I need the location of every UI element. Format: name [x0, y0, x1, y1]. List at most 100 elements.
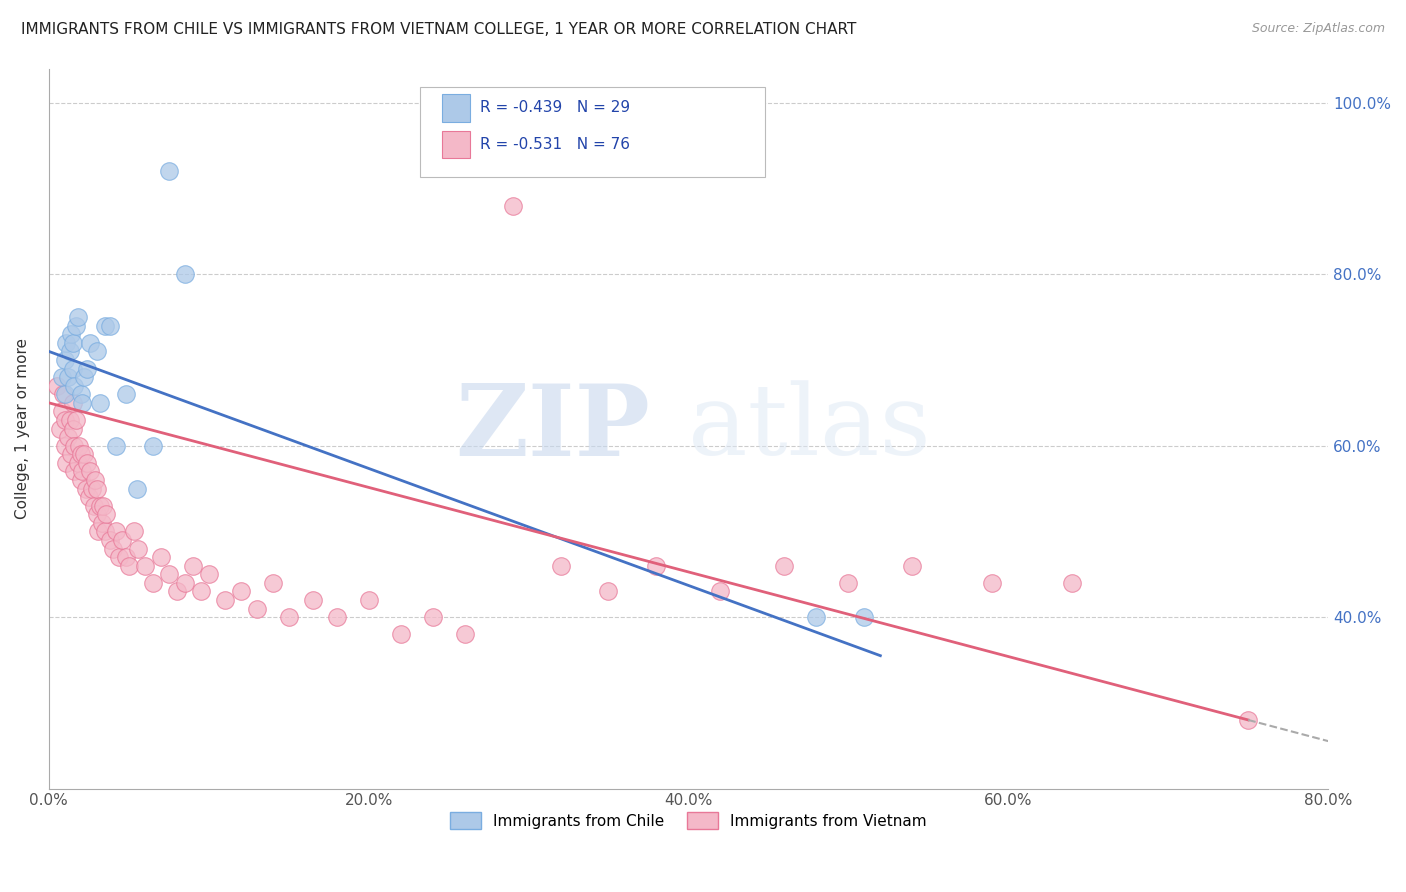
- Point: [52, 387, 75, 401]
- Point: [853, 610, 876, 624]
- Point: [837, 575, 859, 590]
- Point: [173, 575, 195, 590]
- Point: [901, 558, 924, 573]
- Point: [53, 353, 76, 368]
- Point: [114, 387, 136, 401]
- Point: [53, 387, 76, 401]
- Point: [53, 439, 76, 453]
- Point: [502, 199, 524, 213]
- Point: [69, 447, 91, 461]
- Point: [262, 575, 284, 590]
- Point: [122, 524, 145, 539]
- Point: [58, 344, 80, 359]
- Point: [86, 344, 108, 359]
- Point: [101, 541, 124, 556]
- Point: [72, 464, 94, 478]
- Legend: Immigrants from Chile, Immigrants from Vietnam: Immigrants from Chile, Immigrants from V…: [444, 806, 932, 835]
- Point: [98, 318, 121, 333]
- Point: [49, 421, 72, 435]
- Y-axis label: College, 1 year or more: College, 1 year or more: [15, 338, 30, 519]
- Point: [149, 550, 172, 565]
- Point: [87, 524, 110, 539]
- Text: atlas: atlas: [689, 381, 931, 476]
- FancyBboxPatch shape: [441, 130, 470, 158]
- FancyBboxPatch shape: [420, 87, 765, 177]
- Point: [66, 310, 89, 324]
- Point: [125, 482, 148, 496]
- Point: [91, 499, 114, 513]
- Point: [63, 378, 86, 392]
- Point: [98, 533, 121, 547]
- Point: [134, 558, 156, 573]
- Point: [63, 464, 86, 478]
- Point: [214, 593, 236, 607]
- Point: [96, 507, 118, 521]
- Point: [83, 499, 105, 513]
- Point: [76, 456, 98, 470]
- Point: [67, 439, 90, 453]
- Point: [357, 593, 380, 607]
- Point: [79, 335, 101, 350]
- Point: [157, 164, 180, 178]
- FancyBboxPatch shape: [441, 95, 470, 121]
- Text: ZIP: ZIP: [456, 380, 650, 477]
- Point: [93, 524, 115, 539]
- Point: [301, 593, 323, 607]
- Point: [69, 473, 91, 487]
- Point: [72, 396, 94, 410]
- Point: [62, 361, 84, 376]
- Point: [66, 456, 89, 470]
- Point: [981, 575, 1004, 590]
- Point: [108, 550, 131, 565]
- Point: [86, 482, 108, 496]
- Point: [550, 558, 572, 573]
- Point: [51, 370, 73, 384]
- Point: [173, 267, 195, 281]
- Point: [645, 558, 668, 573]
- Point: [79, 464, 101, 478]
- Point: [76, 361, 98, 376]
- Point: [422, 610, 444, 624]
- Point: [60, 447, 83, 461]
- Point: [62, 335, 84, 350]
- Point: [75, 482, 97, 496]
- Point: [806, 610, 828, 624]
- Point: [63, 439, 86, 453]
- Point: [709, 584, 731, 599]
- Point: [56, 430, 79, 444]
- Point: [55, 335, 77, 350]
- Point: [55, 456, 77, 470]
- Point: [598, 584, 620, 599]
- Point: [166, 584, 188, 599]
- Point: [89, 499, 111, 513]
- Point: [389, 627, 412, 641]
- Point: [190, 584, 212, 599]
- Point: [453, 627, 475, 641]
- Point: [229, 584, 252, 599]
- Point: [84, 473, 107, 487]
- Point: [45, 378, 67, 392]
- Text: R = -0.531   N = 76: R = -0.531 N = 76: [479, 136, 630, 152]
- Point: [104, 439, 127, 453]
- Point: [104, 524, 127, 539]
- Point: [111, 533, 134, 547]
- Point: [90, 516, 112, 530]
- Text: Source: ZipAtlas.com: Source: ZipAtlas.com: [1251, 22, 1385, 36]
- Point: [51, 404, 73, 418]
- Point: [73, 370, 96, 384]
- Point: [73, 447, 96, 461]
- Point: [62, 421, 84, 435]
- Point: [157, 567, 180, 582]
- Point: [77, 490, 100, 504]
- Point: [197, 567, 219, 582]
- Text: IMMIGRANTS FROM CHILE VS IMMIGRANTS FROM VIETNAM COLLEGE, 1 YEAR OR MORE CORRELA: IMMIGRANTS FROM CHILE VS IMMIGRANTS FROM…: [21, 22, 856, 37]
- Point: [118, 558, 141, 573]
- Point: [56, 370, 79, 384]
- Point: [60, 327, 83, 342]
- Point: [62, 396, 84, 410]
- Point: [181, 558, 204, 573]
- Point: [1062, 575, 1084, 590]
- Point: [69, 387, 91, 401]
- Point: [277, 610, 299, 624]
- Point: [142, 575, 165, 590]
